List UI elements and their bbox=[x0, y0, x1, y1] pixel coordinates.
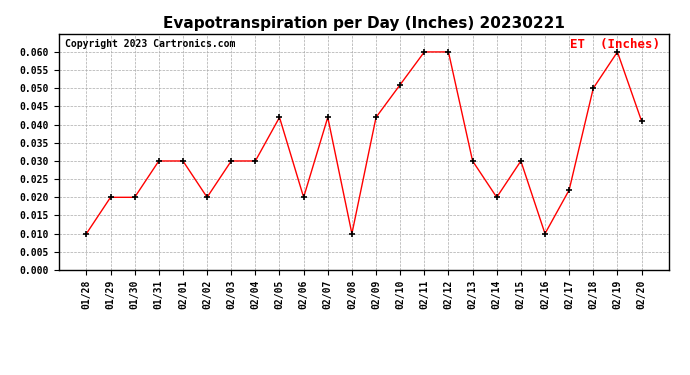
Title: Evapotranspiration per Day (Inches) 20230221: Evapotranspiration per Day (Inches) 2023… bbox=[163, 16, 565, 31]
Text: ET  (Inches): ET (Inches) bbox=[570, 39, 660, 51]
Text: Copyright 2023 Cartronics.com: Copyright 2023 Cartronics.com bbox=[65, 39, 235, 48]
